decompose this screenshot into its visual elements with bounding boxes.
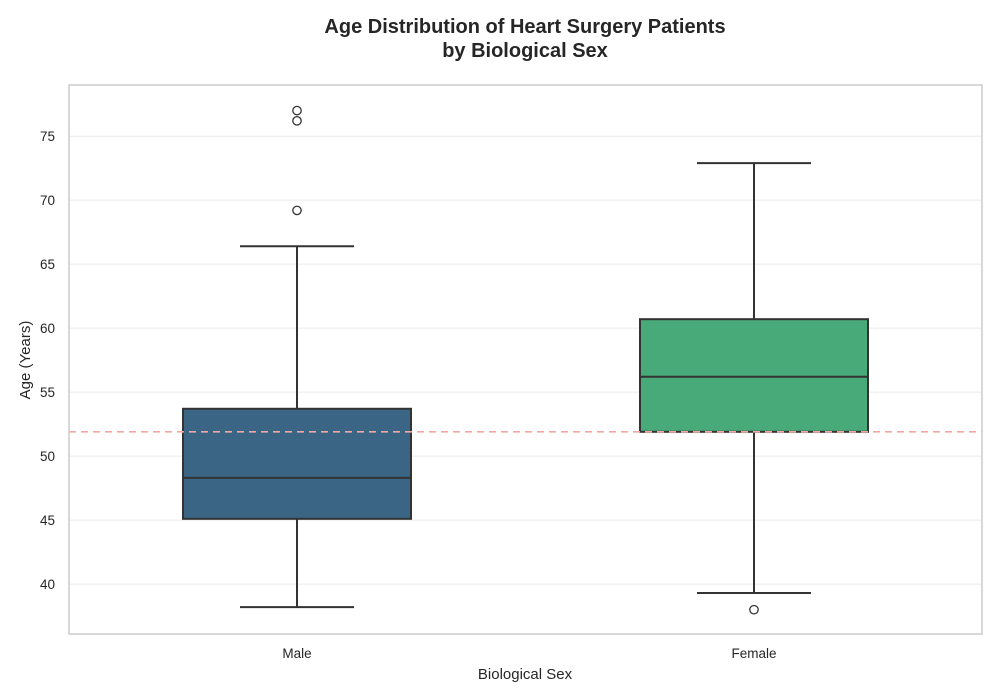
x-axis-label: Biological Sex xyxy=(478,666,573,683)
y-tick-label: 50 xyxy=(40,449,55,464)
chart-title-line-2: by Biological Sex xyxy=(442,40,608,62)
plot-area: 40 45 50 55 60 65 70 75 Male Female xyxy=(40,84,983,661)
y-tick-label: 65 xyxy=(40,257,55,272)
outlier-point xyxy=(292,205,302,216)
y-axis-label: Age (Years) xyxy=(17,321,34,400)
box-female xyxy=(639,318,869,433)
y-tick-label: 55 xyxy=(40,385,55,400)
y-tick-label: 45 xyxy=(40,513,55,528)
x-tick-label: Male xyxy=(282,646,311,661)
y-tick-label: 70 xyxy=(40,193,55,208)
outlier-point xyxy=(292,105,302,116)
plot-frame xyxy=(68,84,983,635)
chart-title-line-1: Age Distribution of Heart Surgery Patien… xyxy=(324,16,725,38)
y-tick-label: 40 xyxy=(40,577,55,592)
outlier-point xyxy=(292,115,302,126)
y-tick-label: 75 xyxy=(40,129,55,144)
x-tick-label: Female xyxy=(731,646,776,661)
outlier-point xyxy=(749,604,759,615)
box-male xyxy=(182,407,412,520)
y-tick-label: 60 xyxy=(40,321,55,336)
